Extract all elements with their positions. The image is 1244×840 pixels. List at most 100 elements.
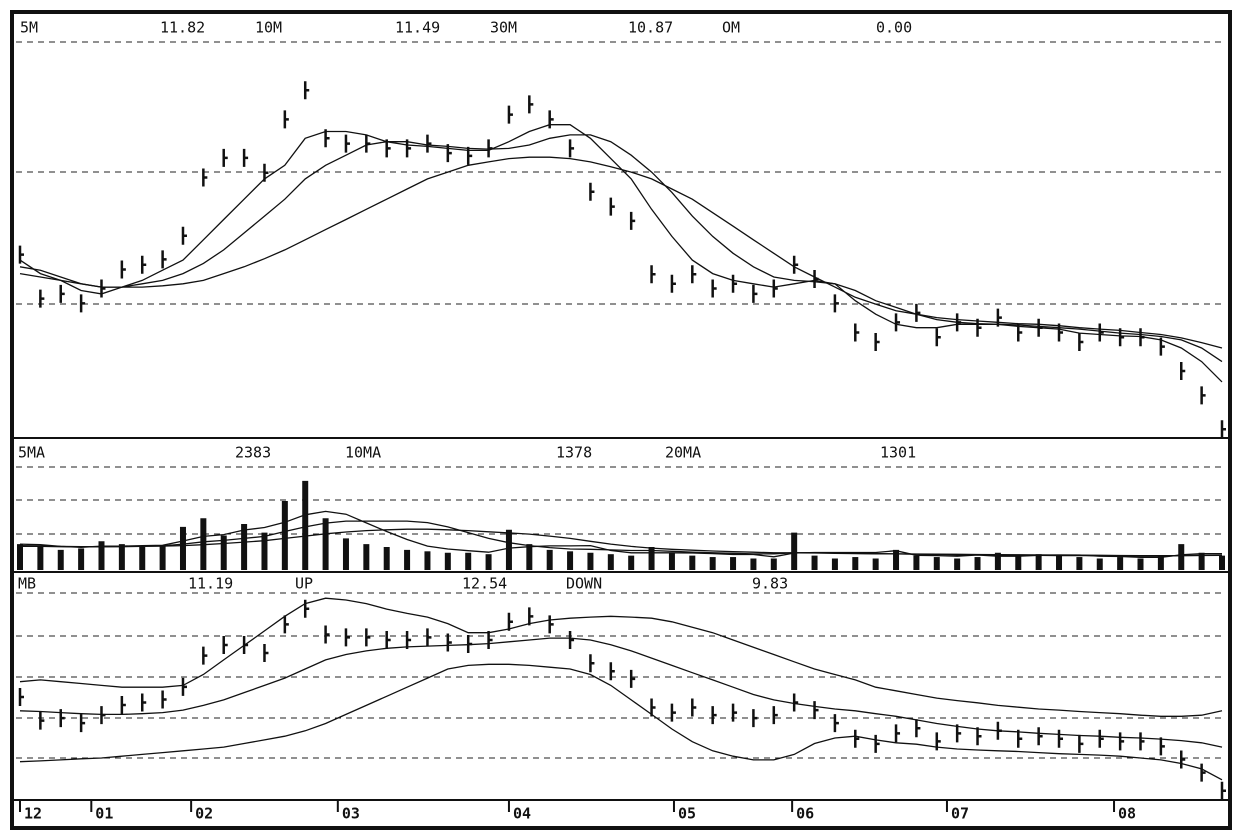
price-bar — [140, 255, 147, 274]
legend-value: 1378 — [556, 444, 592, 462]
price-bar — [854, 729, 860, 748]
price-bar — [283, 615, 289, 634]
price-bar — [202, 646, 208, 665]
volume-bar — [872, 558, 879, 570]
volume-bar — [648, 547, 655, 570]
price-bar — [1220, 420, 1226, 439]
price-bar — [955, 724, 962, 743]
price-bar — [242, 148, 249, 167]
average-line — [20, 528, 1223, 557]
price-bar — [1017, 729, 1023, 748]
volume-bar — [913, 555, 920, 570]
legend-name: 30M — [490, 19, 517, 37]
price-bar — [365, 134, 371, 153]
price-bar — [670, 703, 676, 722]
volume-bar — [1117, 557, 1124, 570]
price-bar — [589, 654, 595, 673]
legend-value: 0.00 — [876, 19, 912, 37]
price-bar — [39, 711, 45, 730]
legend-value: 10.87 — [628, 19, 673, 37]
price-bar — [507, 612, 513, 631]
volume-bar — [159, 545, 166, 570]
price-bar — [1098, 323, 1104, 342]
x-tick-label: 04 — [513, 805, 531, 823]
price-bar — [1139, 732, 1145, 751]
legend-value: 11.82 — [160, 19, 205, 37]
legend-name: UP — [295, 575, 313, 593]
price-bar — [79, 294, 86, 313]
price-bar — [39, 289, 45, 308]
price-bar — [1118, 328, 1125, 347]
price-bar — [100, 706, 106, 725]
price-bar — [59, 284, 65, 303]
price-bar — [222, 636, 228, 655]
price-bar — [731, 703, 738, 722]
volume-bar — [893, 549, 900, 570]
price-bar — [344, 134, 350, 153]
price-bar — [589, 182, 595, 201]
price-bar — [1037, 727, 1043, 746]
x-tick-label: 07 — [951, 805, 969, 823]
volume-bar — [505, 529, 512, 570]
price-bar — [711, 706, 717, 725]
price-bar — [1078, 734, 1084, 753]
volume-bar — [424, 551, 431, 570]
price-bar — [609, 197, 615, 216]
volume-bar — [750, 558, 757, 570]
price-bar — [365, 628, 371, 647]
volume-bar — [1178, 544, 1185, 570]
x-tick-label: 05 — [678, 805, 696, 823]
price-bar — [854, 323, 860, 342]
volume-bar — [607, 554, 614, 570]
volume-bar — [444, 552, 451, 570]
price-bar — [670, 274, 676, 293]
volume-bar — [465, 552, 472, 570]
volume-bar — [404, 549, 411, 570]
legend-value: 12.54 — [462, 575, 507, 593]
volume-bar — [302, 480, 309, 570]
volume-bar — [1219, 555, 1225, 570]
volume-bar — [1198, 552, 1205, 570]
volume-bar — [526, 544, 533, 570]
volume-bar — [628, 555, 635, 570]
price-bar — [874, 332, 880, 351]
price-bar — [487, 630, 493, 649]
average-line — [19, 124, 1223, 383]
volume-bar — [179, 526, 186, 570]
volume-bar — [118, 544, 125, 570]
price-bar — [324, 129, 330, 148]
x-tick-label: 02 — [195, 805, 213, 823]
price-bar — [1057, 323, 1064, 342]
price-bar — [568, 139, 575, 158]
price-bar — [792, 255, 799, 274]
price-bar — [59, 709, 65, 728]
volume-bar — [668, 552, 675, 570]
volume-bar — [1015, 555, 1022, 570]
volume-bar — [1096, 558, 1103, 570]
x-tick-label: 12 — [24, 805, 42, 823]
volume-bar — [261, 532, 268, 570]
price-bar — [1180, 362, 1186, 381]
price-bar — [263, 644, 269, 663]
price-bar — [568, 630, 575, 649]
price-bar — [426, 628, 432, 647]
legend-name: 10MA — [345, 444, 381, 462]
price-bar — [691, 698, 697, 717]
volume-bar — [974, 557, 981, 570]
price-bar — [731, 274, 738, 293]
price-bar — [833, 294, 839, 313]
x-tick-label: 03 — [342, 805, 360, 823]
price-bar — [1159, 737, 1165, 756]
price-bar — [446, 144, 452, 163]
volume-bar — [1157, 555, 1164, 570]
price-bar — [18, 687, 24, 706]
price-bar — [915, 303, 921, 322]
legend-name: DOWN — [566, 575, 602, 593]
volume-bar — [994, 552, 1001, 570]
price-bar — [161, 690, 167, 709]
legend-value: 2383 — [235, 444, 271, 462]
price-bar — [629, 669, 636, 688]
average-line — [19, 637, 1223, 748]
price-bar — [1057, 729, 1064, 748]
